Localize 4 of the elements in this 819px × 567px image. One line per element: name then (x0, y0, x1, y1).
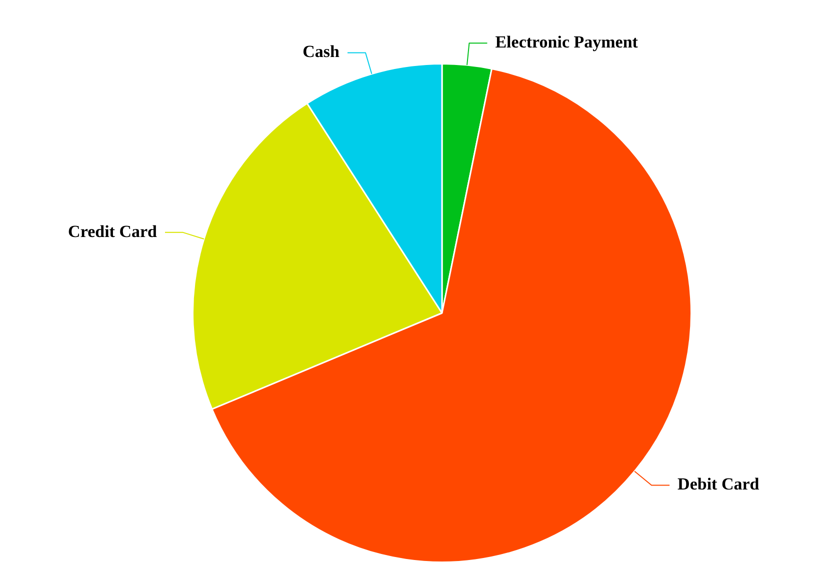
slice-label: Debit Card (678, 474, 760, 494)
slice-label: Credit Card (68, 222, 158, 241)
slice-label: Cash (302, 42, 340, 62)
slice-label: Electronic Payment (495, 32, 638, 52)
